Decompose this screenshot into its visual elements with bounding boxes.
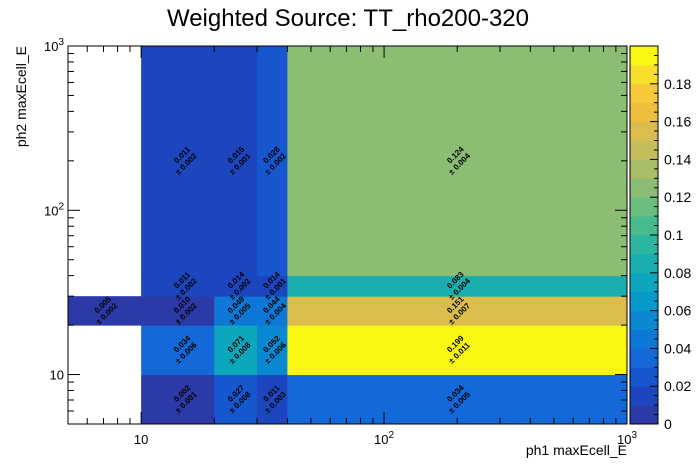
heatmap-cell — [141, 46, 215, 277]
heatmap-cell — [257, 374, 288, 425]
x-tick-label: 10 — [134, 432, 148, 447]
color-scale-tick-label: 0.02 — [664, 378, 691, 394]
chart-title: Weighted Source: TT_rho200-320 — [167, 5, 529, 32]
color-scale-tick-label: 0.12 — [664, 189, 691, 205]
heatmap-cells — [68, 46, 628, 425]
color-scale-swatch — [630, 64, 658, 85]
color-scale-swatch — [630, 235, 658, 255]
heatmap-cell — [214, 296, 258, 326]
y-tick-label: 10 — [50, 368, 64, 383]
heatmap-cell — [141, 296, 215, 326]
color-scale-swatch — [630, 159, 658, 179]
color-scale-swatch — [630, 272, 658, 293]
heatmap-cell — [214, 374, 258, 425]
color-scale-swatch — [630, 253, 658, 274]
color-scale-tick-label: 0.06 — [664, 303, 691, 319]
color-scale-swatch — [630, 140, 658, 160]
color-scale-tick-label: 0.14 — [664, 151, 691, 167]
color-scale-swatch — [630, 216, 658, 236]
color-scale-swatch — [630, 348, 658, 368]
color-scale-swatch — [630, 405, 658, 425]
color-scale-tick-label: 0.18 — [664, 76, 691, 92]
color-scale-tick-label: 0.08 — [664, 265, 691, 281]
heatmap-cell — [287, 374, 628, 425]
y-axis-label: ph2 maxEcell_E — [13, 46, 29, 147]
heatmap-cell — [287, 275, 628, 297]
color-scale-swatch — [630, 310, 658, 330]
color-scale: 0 0.02 0.04 0.06 0.08 0.1 0.12 0.14 0.16 0.18 — [629, 45, 691, 432]
color-scale-swatch — [630, 102, 658, 122]
heatmap-cell — [257, 325, 288, 376]
heatmap-cell — [287, 46, 628, 277]
color-scale-swatch — [630, 46, 658, 66]
heatmap-cell — [141, 325, 215, 376]
color-scale-swatch — [630, 386, 658, 406]
x-tick-label: 102 — [374, 430, 394, 447]
x-axis-label: ph1 maxEcell_E — [526, 442, 627, 458]
heatmap-cell — [141, 275, 215, 297]
heatmap-cell — [214, 46, 258, 277]
y-tick-label: 102 — [44, 201, 64, 218]
color-scale-swatch — [630, 83, 658, 104]
plot-frame — [67, 45, 628, 425]
heatmap-cell — [68, 296, 142, 326]
color-scale-swatch — [630, 291, 658, 311]
color-scale-tick-label: 0 — [664, 416, 672, 432]
heatmap-cell — [257, 275, 288, 297]
color-scale-swatch — [630, 178, 658, 198]
heatmap-cell — [287, 325, 628, 376]
color-scale-swatch — [630, 121, 658, 141]
color-scale-swatch — [630, 367, 658, 387]
color-scale-swatch — [630, 329, 658, 349]
heatmap-cell — [214, 275, 258, 297]
heatmap-cell — [257, 296, 288, 326]
heatmap-cell — [287, 296, 628, 326]
color-scale-tick-label: 0.16 — [664, 114, 691, 130]
heatmap-cell — [141, 374, 215, 425]
heatmap-cell — [214, 325, 258, 376]
color-scale-tick-label: 0.04 — [664, 340, 691, 356]
color-scale-tick-label: 0.1 — [664, 227, 684, 243]
y-tick-label: 103 — [44, 37, 64, 54]
heatmap-cell — [257, 46, 288, 277]
color-scale-swatch — [630, 197, 658, 217]
